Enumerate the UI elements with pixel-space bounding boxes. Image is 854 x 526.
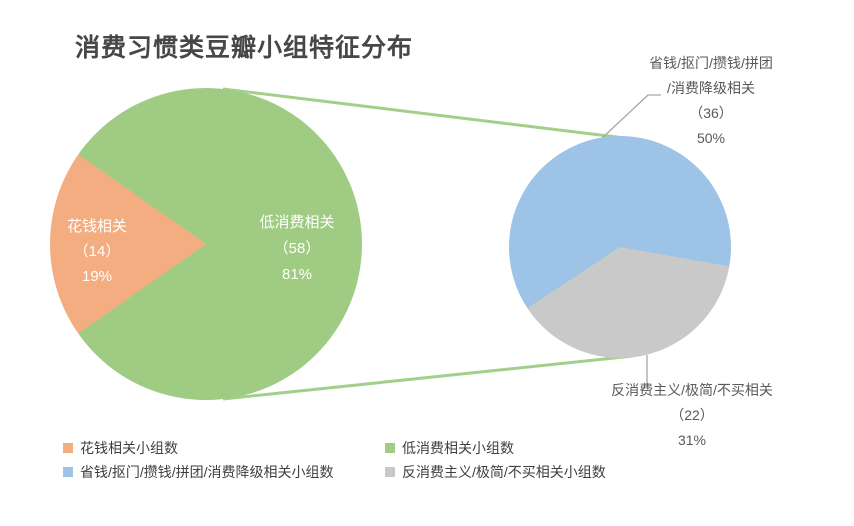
legend-item-low-consumption: 低消费相关小组数 — [385, 440, 514, 456]
slice-count: （22） — [670, 407, 714, 423]
slice-name-line1: 省钱/抠门/攒钱/拼团 — [649, 55, 773, 71]
slice-count: （36） — [689, 105, 733, 121]
slice-percent: 31% — [677, 432, 707, 448]
legend-label: 反消费主义/极简/不买相关小组数 — [402, 464, 606, 480]
legend-swatch-blue — [63, 467, 73, 477]
secondary-pie-callout-saving: 省钱/抠门/攒钱/拼团 /消费降级相关 （36） 50% — [649, 51, 773, 151]
slice-percent: 19% — [81, 268, 113, 285]
series-connector-line-top — [222, 87, 634, 141]
slice-name: 反消费主义/极简/不买相关 — [611, 382, 773, 398]
main-pie-label-spending: 花钱相关 （14） 19% — [67, 214, 127, 289]
secondary-pie-callout-anti-consumerism: 反消费主义/极简/不买相关 （22） 31% — [611, 378, 773, 453]
slice-count: （14） — [73, 243, 121, 260]
legend-item-spending: 花钱相关小组数 — [63, 440, 178, 456]
legend-label: 低消费相关小组数 — [402, 440, 514, 456]
slice-name-line2: /消费降级相关 — [667, 80, 755, 96]
slice-name: 花钱相关 — [66, 218, 128, 235]
legend-swatch-orange — [63, 443, 73, 453]
legend-swatch-green — [385, 443, 395, 453]
leader-line-top-callout — [599, 94, 661, 141]
chart-title: 消费习惯类豆瓣小组特征分布 — [75, 34, 414, 62]
slice-count: （58） — [273, 240, 321, 257]
slice-percent: 81% — [281, 266, 313, 283]
main-pie — [50, 88, 362, 400]
legend-label: 省钱/抠门/攒钱/拼团/消费降级相关小组数 — [80, 464, 334, 480]
slice-percent: 50% — [696, 130, 726, 146]
slice-name: 低消费相关 — [259, 214, 335, 231]
secondary-pie — [509, 136, 731, 358]
legend-label: 花钱相关小组数 — [80, 440, 178, 456]
legend-swatch-gray — [385, 467, 395, 477]
legend-item-saving: 省钱/抠门/攒钱/拼团/消费降级相关小组数 — [63, 464, 334, 480]
legend-item-anti-consumerism: 反消费主义/极简/不买相关小组数 — [385, 464, 606, 480]
main-pie-label-low-consumption: 低消费相关 （58） 81% — [259, 210, 334, 288]
series-connector-line-bottom — [222, 354, 634, 401]
